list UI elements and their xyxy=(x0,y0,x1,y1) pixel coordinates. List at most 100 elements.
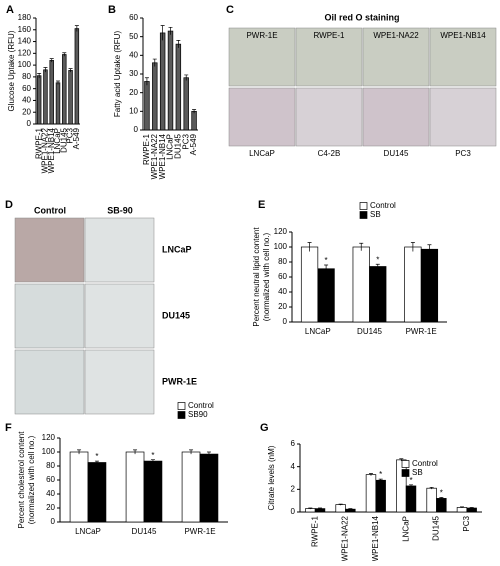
bar xyxy=(352,246,370,323)
y-tick-label: 80 xyxy=(46,461,55,470)
legend-label: Control xyxy=(412,459,438,468)
error-bar xyxy=(144,77,149,86)
y-tick-label: 60 xyxy=(129,13,138,22)
micrograph xyxy=(14,217,85,283)
bar xyxy=(300,246,319,323)
x-tick-label: WPE1-NA22 xyxy=(150,133,159,179)
error-bar xyxy=(189,449,194,455)
x-tick-label: DU145 xyxy=(357,327,382,336)
x-tick-label: LNCaP xyxy=(305,327,331,336)
y-tick-label: 120 xyxy=(42,433,56,442)
error-bar xyxy=(77,449,82,455)
y-tick-label: 20 xyxy=(22,107,31,116)
x-tick-label: LNCaP xyxy=(53,128,62,154)
legend-swatch xyxy=(359,202,368,210)
error-bar xyxy=(429,486,434,490)
error-bar xyxy=(399,458,404,461)
micrograph xyxy=(84,217,155,283)
bar xyxy=(404,246,422,323)
micrograph xyxy=(84,349,155,415)
bar xyxy=(191,110,197,131)
y-tick-label: 0 xyxy=(51,517,56,526)
micrograph-label: RWPE-1 xyxy=(314,31,346,40)
error-bar xyxy=(318,507,323,510)
micrograph-label: WPE1-NA22 xyxy=(373,31,419,40)
micrograph xyxy=(14,283,85,349)
y-tick-label: 180 xyxy=(18,13,32,22)
legend-swatch xyxy=(177,402,186,410)
micrograph xyxy=(429,27,497,87)
x-tick-label: PC3 xyxy=(462,515,471,531)
y-tick-label: 40 xyxy=(278,287,287,296)
x-tick-label: WPE1-NB14 xyxy=(371,515,380,561)
y-tick-label: 50 xyxy=(129,32,138,41)
row-label: PWR-1E xyxy=(162,376,197,386)
bar xyxy=(125,451,145,523)
bar xyxy=(199,453,219,523)
error-bar xyxy=(62,52,67,57)
y-tick-label: 0 xyxy=(291,507,296,516)
micrograph xyxy=(295,87,363,147)
bar xyxy=(420,248,439,323)
micrograph xyxy=(84,283,155,349)
legend-swatch xyxy=(401,460,410,468)
y-tick-label: 30 xyxy=(129,69,138,78)
y-tick-label: 60 xyxy=(46,475,55,484)
significance-marker: * xyxy=(376,255,379,264)
error-bar xyxy=(308,507,313,510)
y-axis-label: (normalized with cell no.) xyxy=(27,435,36,524)
bar xyxy=(144,81,150,131)
error-bar xyxy=(192,109,197,114)
micrograph-label: PWR-1E xyxy=(246,31,277,40)
bar xyxy=(183,77,189,131)
error-bar xyxy=(94,460,99,464)
error-bar xyxy=(378,478,383,482)
y-tick-label: 100 xyxy=(42,447,56,456)
x-tick-label: PWR-1E xyxy=(184,527,215,536)
error-bar xyxy=(184,74,189,81)
bar xyxy=(456,507,468,513)
legend-label: SB xyxy=(412,468,423,477)
micrograph-label: PC3 xyxy=(455,149,471,158)
y-tick-label: 2 xyxy=(291,484,296,493)
error-bar xyxy=(206,451,211,457)
y-tick-label: 80 xyxy=(278,257,287,266)
x-tick-label: LNCaP xyxy=(401,516,410,542)
micrograph-label: WPE1-NB14 xyxy=(440,31,486,40)
error-bar xyxy=(150,459,155,463)
legend-swatch xyxy=(177,411,186,419)
x-tick-label: DU145 xyxy=(59,127,68,152)
panel-letter: C xyxy=(226,4,234,16)
legend-label: Control xyxy=(188,401,214,410)
significance-marker: * xyxy=(440,489,443,498)
x-tick-label: LNCaP xyxy=(166,134,175,160)
x-tick-label: PC3 xyxy=(66,127,75,143)
significance-marker: * xyxy=(325,256,328,265)
panel-letter: E xyxy=(258,199,265,211)
bar xyxy=(152,62,158,131)
bar xyxy=(55,82,61,125)
y-axis-label: Percent cholesterol content xyxy=(17,431,26,529)
x-tick-label: RWPE-1 xyxy=(34,127,43,159)
error-bar xyxy=(375,263,380,269)
panel-letter: D xyxy=(5,199,13,211)
micrograph-label: DU145 xyxy=(384,149,409,158)
error-bar xyxy=(43,67,48,73)
error-bar xyxy=(74,25,79,32)
bar xyxy=(49,60,54,125)
x-tick-label: RWPE-1 xyxy=(142,133,151,165)
error-bar xyxy=(37,73,42,79)
error-bar xyxy=(68,68,73,73)
error-bar xyxy=(49,58,54,63)
bar xyxy=(143,460,163,523)
bar xyxy=(466,507,477,513)
bar xyxy=(375,479,386,513)
error-bar xyxy=(469,507,474,509)
bar xyxy=(36,75,42,125)
x-tick-label: DU145 xyxy=(132,527,157,536)
column-label: SB-90 xyxy=(107,205,133,215)
x-tick-label: WPE1-NB14 xyxy=(158,133,167,179)
micrograph xyxy=(429,87,497,147)
x-tick-label: PC3 xyxy=(181,133,190,149)
significance-marker: * xyxy=(409,476,412,485)
